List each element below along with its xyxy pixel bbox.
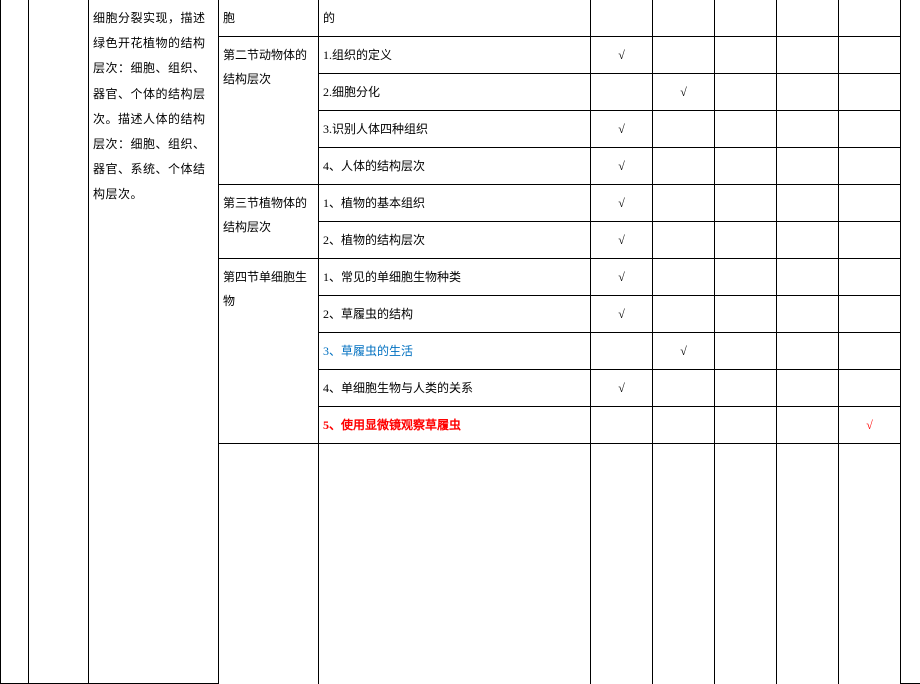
cell-item: 1、植物的基本组织 — [319, 185, 591, 222]
cell-check — [591, 74, 653, 111]
cell-check — [653, 37, 715, 74]
cell-blank — [219, 444, 319, 684]
table-row: 细胞分裂实现，描述绿色开花植物的结构层次：细胞、组织、器官、个体的结构层次。描述… — [1, 0, 920, 37]
cell-check: √ — [591, 222, 653, 259]
cell-check — [653, 0, 715, 37]
cell-check — [839, 259, 901, 296]
cell-check — [715, 148, 777, 185]
cell-check — [715, 111, 777, 148]
cell-check: √ — [591, 148, 653, 185]
cell-blank — [591, 444, 653, 684]
cell-check: √ — [591, 296, 653, 333]
cell-check: √ — [591, 111, 653, 148]
cell-check — [777, 185, 839, 222]
cell-check — [777, 111, 839, 148]
cell-blank-1 — [1, 0, 29, 684]
cell-check — [777, 74, 839, 111]
cell-check — [715, 296, 777, 333]
cell-check — [653, 111, 715, 148]
cell-section-4: 第四节单细胞生物 — [219, 259, 319, 444]
cell-item: 4、单细胞生物与人类的关系 — [319, 370, 591, 407]
cell-check: √ — [653, 74, 715, 111]
cell-item: 3.识别人体四种组织 — [319, 111, 591, 148]
cell-check — [715, 37, 777, 74]
cell-check — [715, 333, 777, 370]
cell-description: 细胞分裂实现，描述绿色开花植物的结构层次：细胞、组织、器官、个体的结构层次。描述… — [89, 0, 219, 684]
cell-check — [715, 74, 777, 111]
cell-item: 1、常见的单细胞生物种类 — [319, 259, 591, 296]
cell-check-red: √ — [839, 407, 901, 444]
cell-check — [715, 259, 777, 296]
cell-section-frag: 胞 — [219, 0, 319, 37]
cell-check: √ — [591, 185, 653, 222]
cell-check — [777, 407, 839, 444]
cell-check — [715, 222, 777, 259]
cell-check — [777, 148, 839, 185]
cell-check — [653, 407, 715, 444]
cell-check — [591, 333, 653, 370]
cell-check — [839, 296, 901, 333]
cell-check: √ — [653, 333, 715, 370]
cell-item: 2、植物的结构层次 — [319, 222, 591, 259]
cell-check: √ — [591, 370, 653, 407]
cell-edge — [901, 0, 920, 684]
cell-check — [777, 222, 839, 259]
cell-item-blue: 3、草履虫的生活 — [319, 333, 591, 370]
cell-check — [839, 0, 901, 37]
cell-check — [839, 222, 901, 259]
cell-check — [839, 370, 901, 407]
cell-blank — [653, 444, 715, 684]
cell-check — [777, 296, 839, 333]
cell-check — [653, 185, 715, 222]
cell-check: √ — [591, 37, 653, 74]
cell-check — [777, 370, 839, 407]
curriculum-table: 细胞分裂实现，描述绿色开花植物的结构层次：细胞、组织、器官、个体的结构层次。描述… — [0, 0, 920, 684]
cell-check — [591, 0, 653, 37]
cell-item: 的 — [319, 0, 591, 37]
cell-item-red: 5、使用显微镜观察草履虫 — [319, 407, 591, 444]
cell-blank — [839, 444, 901, 684]
cell-blank — [777, 444, 839, 684]
cell-check — [777, 333, 839, 370]
cell-blank-2 — [29, 0, 89, 684]
cell-item: 4、人体的结构层次 — [319, 148, 591, 185]
cell-check — [715, 407, 777, 444]
cell-check — [839, 74, 901, 111]
cell-check — [715, 0, 777, 37]
cell-check — [777, 259, 839, 296]
cell-check — [653, 296, 715, 333]
cell-check — [715, 185, 777, 222]
cell-check — [839, 185, 901, 222]
cell-blank — [319, 444, 591, 684]
cell-check — [653, 370, 715, 407]
cell-item: 2.细胞分化 — [319, 74, 591, 111]
cell-item: 2、草履虫的结构 — [319, 296, 591, 333]
cell-blank — [715, 444, 777, 684]
cell-check — [777, 0, 839, 37]
cell-section-2: 第二节动物体的结构层次 — [219, 37, 319, 185]
cell-check — [839, 148, 901, 185]
cell-check: √ — [591, 259, 653, 296]
cell-check — [839, 333, 901, 370]
cell-check — [839, 111, 901, 148]
cell-check — [653, 259, 715, 296]
cell-check — [653, 222, 715, 259]
cell-section-3: 第三节植物体的结构层次 — [219, 185, 319, 259]
cell-check — [839, 37, 901, 74]
cell-check — [653, 148, 715, 185]
cell-item: 1.组织的定义 — [319, 37, 591, 74]
cell-check — [777, 37, 839, 74]
cell-check — [715, 370, 777, 407]
cell-check — [591, 407, 653, 444]
